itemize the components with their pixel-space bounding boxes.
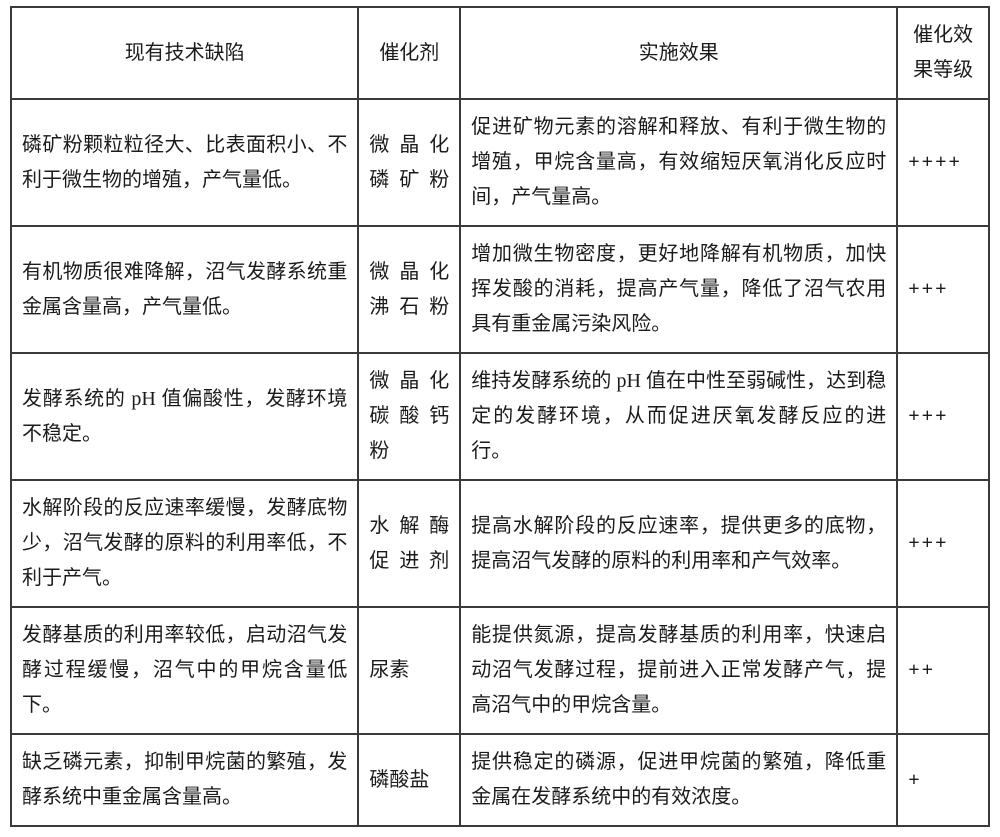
col-header-grade: 催化效果等级 bbox=[897, 7, 989, 99]
table-body: 磷矿粉颗粒粒径大、比表面积小、不利于微生物的增殖，产气量低。 微晶化磷矿粉 促进… bbox=[11, 99, 989, 826]
table-row: 水解阶段的反应速率缓慢，发酵底物少，沼气发酵的原料的利用率低，不利于产气。 水解… bbox=[11, 480, 989, 607]
table-row: 缺乏磷元素，抑制甲烷菌的繁殖，发酵系统中重金属含量高。 磷酸盐 提供稳定的磷源，… bbox=[11, 734, 989, 826]
cell-effect: 增加微生物密度，更好地降解有机物质，加快挥发酸的消耗，提高产气量，降低了沼气农用… bbox=[460, 226, 897, 353]
cell-grade: +++ bbox=[897, 480, 989, 607]
col-header-effect: 实施效果 bbox=[460, 7, 897, 99]
cell-catalyst: 微晶化磷矿粉 bbox=[358, 99, 460, 226]
cell-defect: 有机物质很难降解，沼气发酵系统重金属含量高，产气量低。 bbox=[11, 226, 358, 353]
table-row: 磷矿粉颗粒粒径大、比表面积小、不利于微生物的增殖，产气量低。 微晶化磷矿粉 促进… bbox=[11, 99, 989, 226]
cell-effect: 能提供氮源，提高发酵基质的利用率，快速启动沼气发酵过程，提前进入正常发酵产气，提… bbox=[460, 607, 897, 734]
cell-grade: ++++ bbox=[897, 99, 989, 226]
cell-catalyst: 水解酶促进剂 bbox=[358, 480, 460, 607]
cell-defect: 发酵系统的 pH 值偏酸性，发酵环境不稳定。 bbox=[11, 353, 358, 480]
cell-catalyst: 磷酸盐 bbox=[358, 734, 460, 826]
col-header-catalyst: 催化剂 bbox=[358, 7, 460, 99]
cell-effect: 提供稳定的磷源，促进甲烷菌的繁殖，降低重金属在发酵系统中的有效浓度。 bbox=[460, 734, 897, 826]
cell-defect: 缺乏磷元素，抑制甲烷菌的繁殖，发酵系统中重金属含量高。 bbox=[11, 734, 358, 826]
cell-catalyst: 微晶化沸石粉 bbox=[358, 226, 460, 353]
cell-effect: 促进矿物元素的溶解和释放、有利于微生物的增殖，甲烷含量高，有效缩短厌氧消化反应时… bbox=[460, 99, 897, 226]
table-row: 发酵系统的 pH 值偏酸性，发酵环境不稳定。 微晶化碳酸钙粉 维持发酵系统的 p… bbox=[11, 353, 989, 480]
cell-defect: 磷矿粉颗粒粒径大、比表面积小、不利于微生物的增殖，产气量低。 bbox=[11, 99, 358, 226]
cell-catalyst: 微晶化碳酸钙粉 bbox=[358, 353, 460, 480]
cell-grade: +++ bbox=[897, 226, 989, 353]
cell-grade: + bbox=[897, 734, 989, 826]
cell-defect: 水解阶段的反应速率缓慢，发酵底物少，沼气发酵的原料的利用率低，不利于产气。 bbox=[11, 480, 358, 607]
table-row: 发酵基质的利用率较低，启动沼气发酵过程缓慢，沼气中的甲烷含量低下。 尿素 能提供… bbox=[11, 607, 989, 734]
cell-grade: ++ bbox=[897, 607, 989, 734]
table-row: 有机物质很难降解，沼气发酵系统重金属含量高，产气量低。 微晶化沸石粉 增加微生物… bbox=[11, 226, 989, 353]
cell-catalyst: 尿素 bbox=[358, 607, 460, 734]
comparison-table: 现有技术缺陷 催化剂 实施效果 催化效果等级 磷矿粉颗粒粒径大、比表面积小、不利… bbox=[10, 6, 990, 827]
col-header-defect: 现有技术缺陷 bbox=[11, 7, 358, 99]
cell-effect: 提高水解阶段的反应速率，提供更多的底物，提高沼气发酵的原料的利用率和产气效率。 bbox=[460, 480, 897, 607]
cell-effect: 维持发酵系统的 pH 值在中性至弱碱性，达到稳定的发酵环境，从而促进厌氧发酵反应… bbox=[460, 353, 897, 480]
cell-defect: 发酵基质的利用率较低，启动沼气发酵过程缓慢，沼气中的甲烷含量低下。 bbox=[11, 607, 358, 734]
cell-grade: +++ bbox=[897, 353, 989, 480]
table-header-row: 现有技术缺陷 催化剂 实施效果 催化效果等级 bbox=[11, 7, 989, 99]
